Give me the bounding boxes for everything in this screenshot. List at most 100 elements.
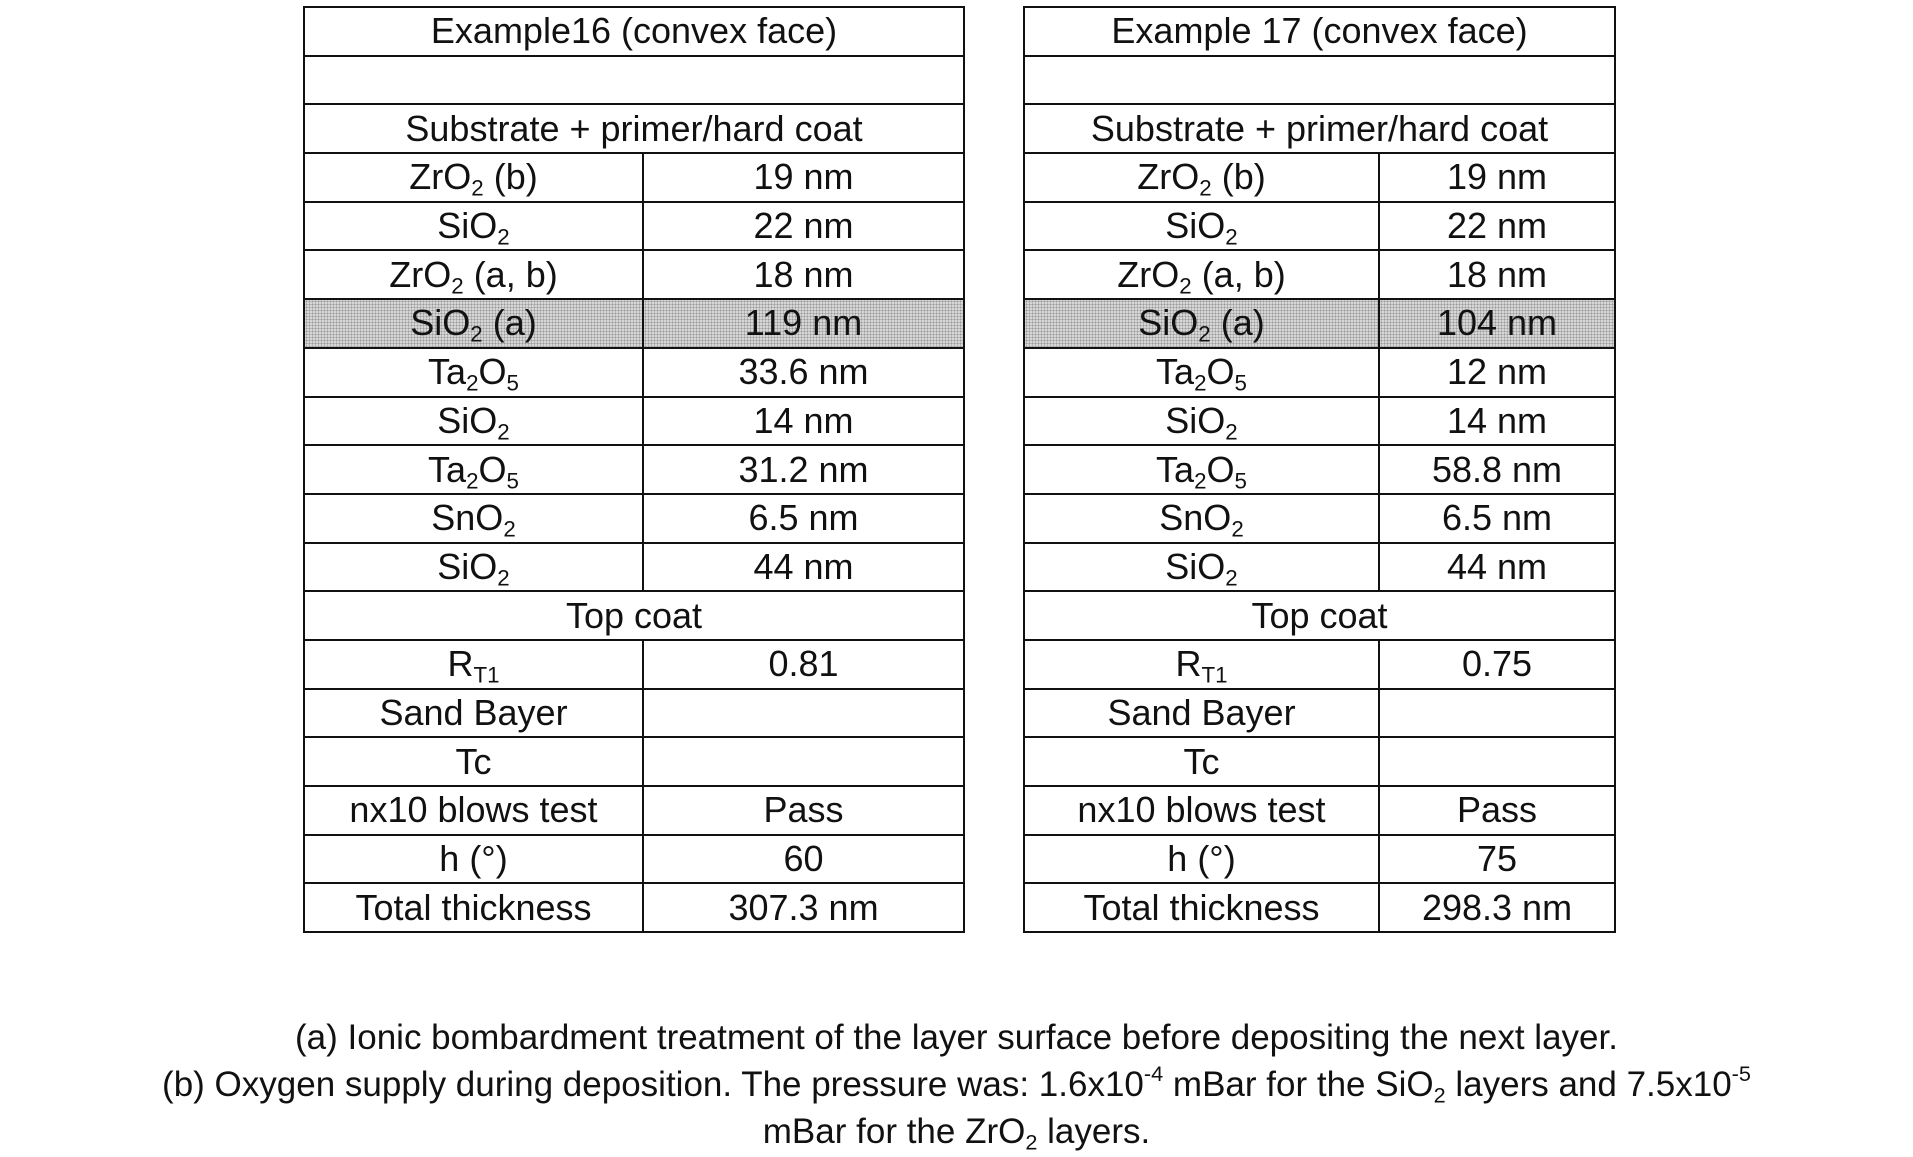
thickness-cell: 22 nm xyxy=(1379,202,1615,251)
layer-row: SiO214 nm xyxy=(304,397,964,446)
subscript: 2 xyxy=(471,176,483,201)
property-row: RT10.81 xyxy=(304,640,964,689)
property-label: RT1 xyxy=(304,640,643,689)
thickness-cell: 33.6 nm xyxy=(643,348,964,397)
subscript: 2 xyxy=(470,322,482,347)
property-row: RT10.75 xyxy=(1024,640,1615,689)
property-row: Sand Bayer xyxy=(1024,689,1615,738)
top-coat-cell: Top coat xyxy=(304,591,964,640)
thickness-cell: 104 nm xyxy=(1379,299,1615,348)
subscript: 5 xyxy=(1235,468,1247,493)
layer-row: SiO214 nm xyxy=(1024,397,1615,446)
text: SiO xyxy=(1138,302,1198,343)
layer-row: SiO244 nm xyxy=(1024,543,1615,592)
text: SiO xyxy=(1165,546,1225,587)
property-label: h (°) xyxy=(1024,835,1379,884)
text: O xyxy=(479,351,507,392)
text: Tc xyxy=(456,741,492,782)
footnote-line: (a) Ionic bombardment treatment of the l… xyxy=(0,1018,1913,1058)
text: Total thickness xyxy=(355,887,591,928)
text: ZrO xyxy=(1117,254,1179,295)
table-body: Example16 (convex face)Substrate + prime… xyxy=(304,7,964,932)
data-table: Example16 (convex face)Substrate + prime… xyxy=(303,6,965,933)
property-row: Total thickness 298.3 nm xyxy=(1024,883,1615,932)
text: (b) Oxygen supply during deposition. The… xyxy=(162,1065,1144,1104)
material-cell: SiO2 (a) xyxy=(304,299,643,348)
subscript: 2 xyxy=(466,468,478,493)
title-cell: Example 17 (convex face) xyxy=(1024,7,1615,56)
text: layers. xyxy=(1037,1112,1150,1151)
text: Sand Bayer xyxy=(379,692,567,733)
property-row: Sand Bayer xyxy=(304,689,964,738)
table-body: Example 17 (convex face) Substrate + prim… xyxy=(1024,7,1615,932)
thickness-cell: 58.8 nm xyxy=(1379,445,1615,494)
property-label: Tc xyxy=(304,737,643,786)
thickness-cell: 18 nm xyxy=(643,250,964,299)
property-row: nx10 blows test Pass xyxy=(304,786,964,835)
material-cell: Ta2O5 xyxy=(1024,445,1379,494)
text: SiO xyxy=(1165,400,1225,441)
superscript: -5 xyxy=(1732,1061,1751,1086)
text: (b) xyxy=(1212,156,1266,197)
text: Ta xyxy=(428,449,466,490)
property-row: Tc xyxy=(304,737,964,786)
property-value: 60 xyxy=(643,835,964,884)
blank-cell xyxy=(1024,56,1615,105)
text: (a, b) xyxy=(464,254,558,295)
thickness-cell: 44 nm xyxy=(643,543,964,592)
layer-row: ZrO2 (b)19 nm xyxy=(1024,153,1615,202)
text: SiO xyxy=(437,205,497,246)
base-cell: Substrate + primer/hard coat xyxy=(1024,104,1615,153)
property-value xyxy=(1379,689,1615,738)
subscript: 2 xyxy=(497,420,509,445)
material-cell: ZrO2 (b) xyxy=(1024,153,1379,202)
text: Tc xyxy=(1184,741,1220,782)
thickness-cell: 31.2 nm xyxy=(643,445,964,494)
subscript: 2 xyxy=(1199,176,1211,201)
text: nx10 blows test xyxy=(349,789,597,830)
footnote-line: (b) Oxygen supply during deposition. The… xyxy=(0,1065,1913,1105)
thickness-cell: 119 nm xyxy=(643,299,964,348)
property-value: Pass xyxy=(643,786,964,835)
property-label: h (°) xyxy=(304,835,643,884)
text: O xyxy=(1207,449,1235,490)
text: Ta xyxy=(1156,449,1194,490)
material-cell: ZrO2 (b) xyxy=(304,153,643,202)
row xyxy=(304,56,964,105)
row xyxy=(1024,56,1615,105)
text: h (°) xyxy=(439,838,507,879)
thickness-cell: 44 nm xyxy=(1379,543,1615,592)
subscript: T1 xyxy=(1201,663,1227,688)
subscript: 2 xyxy=(1434,1083,1446,1108)
subscript: 5 xyxy=(1235,371,1247,396)
row: Example 17 (convex face) xyxy=(1024,7,1615,56)
text: R xyxy=(1175,643,1201,684)
property-value xyxy=(643,737,964,786)
subscript: 2 xyxy=(1194,371,1206,396)
subscript: 2 xyxy=(1194,468,1206,493)
text: Total thickness xyxy=(1083,887,1319,928)
material-cell: Ta2O5 xyxy=(304,445,643,494)
text: (b) xyxy=(484,156,538,197)
property-value: 0.81 xyxy=(643,640,964,689)
text: SiO xyxy=(1165,205,1225,246)
material-cell: SiO2 xyxy=(1024,543,1379,592)
layer-row: SiO222 nm xyxy=(304,202,964,251)
thickness-cell: 12 nm xyxy=(1379,348,1615,397)
layer-row: SnO26.5 nm xyxy=(304,494,964,543)
text: nx10 blows test xyxy=(1077,789,1325,830)
layer-row: SiO2 (a)104 nm xyxy=(1024,299,1615,348)
text: Ta xyxy=(1156,351,1194,392)
text: (a, b) xyxy=(1192,254,1286,295)
property-row: h (°)75 xyxy=(1024,835,1615,884)
property-row: Total thickness307.3 nm xyxy=(304,883,964,932)
layer-row: SnO26.5 nm xyxy=(1024,494,1615,543)
text: Sand Bayer xyxy=(1107,692,1295,733)
material-cell: Ta2O5 xyxy=(304,348,643,397)
property-value: 298.3 nm xyxy=(1379,883,1615,932)
property-label: Total thickness xyxy=(1024,883,1379,932)
layer-row: Ta2O512 nm xyxy=(1024,348,1615,397)
layer-row: SiO222 nm xyxy=(1024,202,1615,251)
row: Top coat xyxy=(304,591,964,640)
